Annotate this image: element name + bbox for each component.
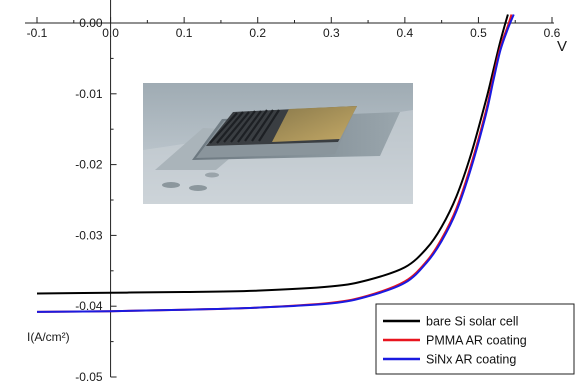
x-tick-label: 0.3 <box>323 26 340 40</box>
y-axis-label: I(A/cm²) <box>27 330 70 344</box>
legend-label: SiNx AR coating <box>426 353 516 367</box>
solar-cell-photo <box>143 83 413 204</box>
y-tick-label: 0.00 <box>79 16 103 30</box>
y-tick-label: -0.03 <box>75 228 103 242</box>
y-tick-label: -0.05 <box>75 370 103 381</box>
y-tick-label: -0.01 <box>75 87 103 101</box>
x-unit-label: V <box>557 38 567 55</box>
y-tick-label: -0.04 <box>75 299 103 313</box>
x-tick-label: 0.1 <box>176 26 193 40</box>
series-line-sinx-ar-coating <box>36 14 515 313</box>
x-axis: -0.1 0.0 0.1 0.2 0.3 0.4 0.5 0.6 <box>25 17 561 40</box>
legend-label: bare Si solar cell <box>426 315 518 329</box>
x-tick-label: -0.1 <box>27 26 48 40</box>
legend-label: PMMA AR coating <box>426 334 527 348</box>
x-tick-label: 0.5 <box>470 26 487 40</box>
y-axis: 0.00 -0.01 -0.02 -0.03 -0.04 -0.05 <box>75 0 117 381</box>
x-tick-label: 0.2 <box>249 26 266 40</box>
x-tick-label: 0.6 <box>544 26 561 40</box>
series-line-bare-si-solar-cell <box>36 14 509 295</box>
legend: bare Si solar cell PMMA AR coating SiNx AR… <box>375 303 575 375</box>
y-tick-label: -0.02 <box>75 158 103 172</box>
x-tick-label: 0.4 <box>397 26 414 40</box>
